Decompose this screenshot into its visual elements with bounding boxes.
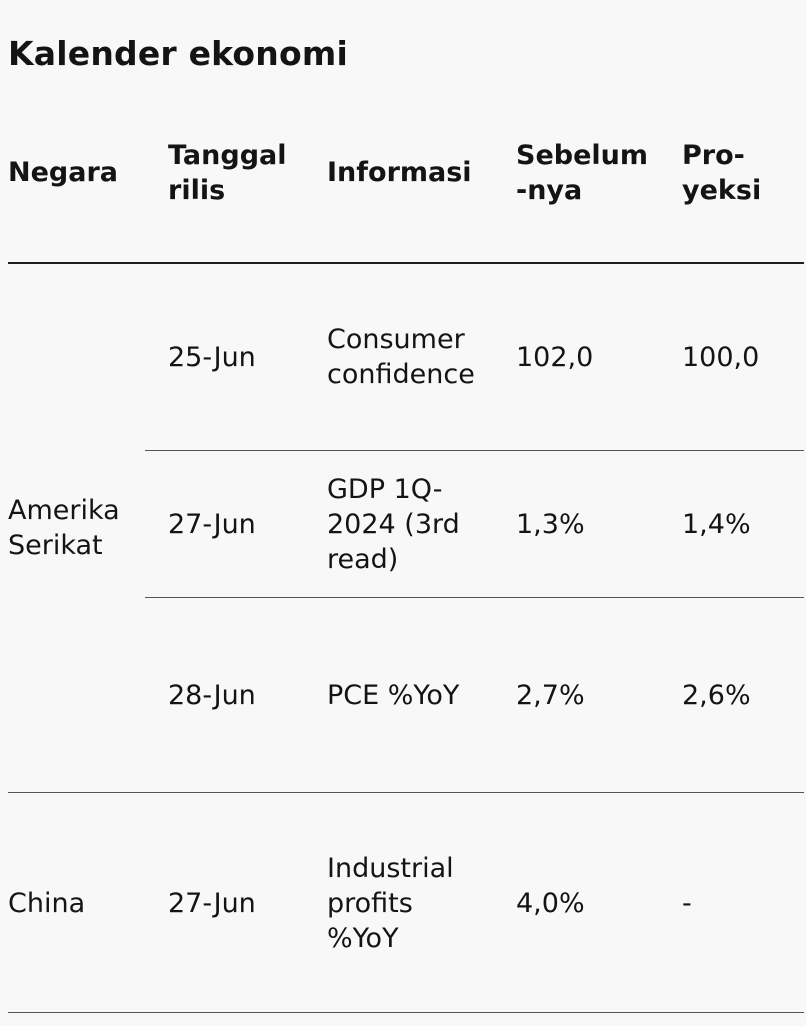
row-divider — [145, 597, 804, 598]
information-cell: Industrial profits %YoY — [327, 852, 454, 954]
country-cell: Amerika Serikat — [8, 495, 120, 561]
header-release-date: Tanggal rilis — [168, 140, 287, 206]
row-divider — [145, 450, 804, 451]
country-cell: China — [8, 887, 86, 919]
previous-cell: 1,3% — [516, 508, 585, 540]
projection-cell: 100,0 — [682, 341, 760, 373]
previous-cell: 2,7% — [516, 679, 585, 711]
release-date-cell: 28-Jun — [168, 679, 256, 711]
projection-cell: 1,4% — [682, 508, 751, 540]
release-date-cell: 25-Jun — [168, 341, 256, 373]
information-cell: Consumer confidence — [327, 324, 475, 390]
release-date-cell: 27-Jun — [168, 508, 256, 540]
header-information: Informasi — [327, 157, 472, 188]
group-divider — [8, 792, 804, 793]
release-date-cell: 27-Jun — [168, 887, 256, 919]
header-country: Negara — [8, 157, 118, 188]
previous-cell: 4,0% — [516, 887, 585, 919]
projection-cell: - — [682, 887, 692, 919]
information-cell: PCE %YoY — [327, 679, 460, 711]
information-cell: GDP 1Q- 2024 (3rd read) — [327, 473, 460, 575]
header-projection: Pro- yeksi — [682, 140, 762, 206]
table-bottom-border — [8, 1012, 804, 1013]
page-title: Kalender ekonomi — [8, 34, 348, 73]
projection-cell: 2,6% — [682, 679, 751, 711]
previous-cell: 102,0 — [516, 341, 594, 373]
header-divider — [8, 262, 804, 264]
header-previous: Sebelum -nya — [516, 140, 649, 206]
